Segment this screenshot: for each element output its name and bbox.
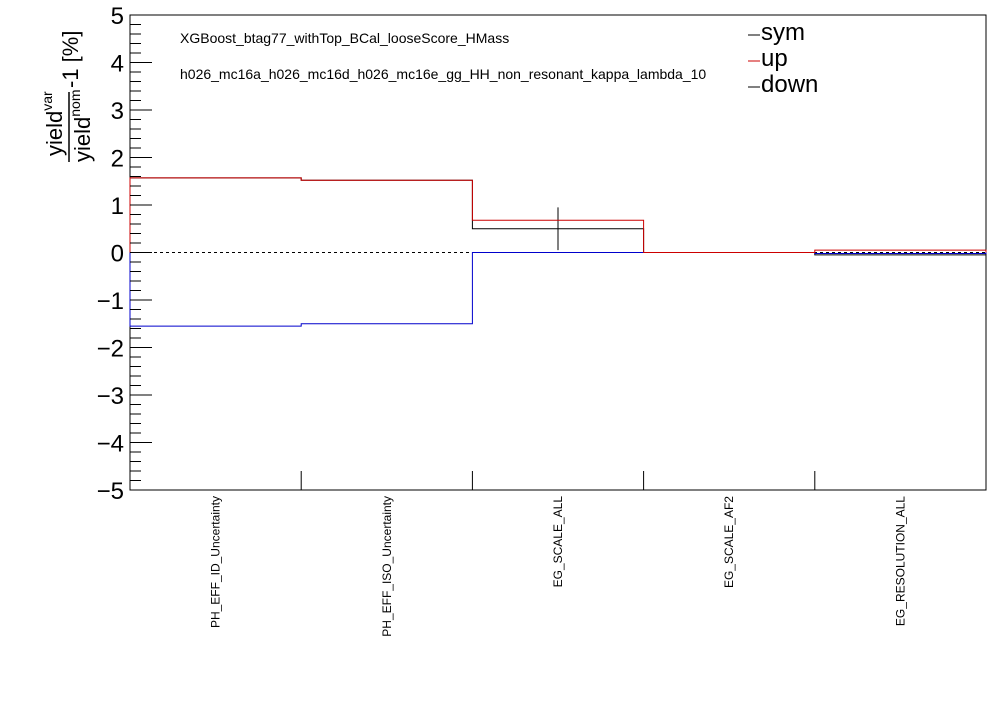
x-category-label: PH_EFF_ID_Uncertainty bbox=[209, 496, 223, 628]
x-category-label: PH_EFF_ISO_Uncertainty bbox=[380, 496, 394, 637]
legend-label-down: down bbox=[761, 71, 818, 98]
y-tick-label: 3 bbox=[111, 98, 124, 125]
x-category-label: EG_RESOLUTION_ALL bbox=[893, 496, 907, 626]
y-tick-label: 1 bbox=[111, 193, 124, 220]
x-category-label: EG_SCALE_ALL bbox=[551, 496, 565, 588]
y-label-num-sup: var bbox=[39, 91, 55, 111]
y-tick-label: −4 bbox=[97, 431, 124, 458]
legend: sym up down bbox=[748, 19, 818, 98]
y-axis-label: yieldvar yieldnom -1 [%] bbox=[39, 31, 95, 162]
y-tick-label: −3 bbox=[97, 383, 124, 410]
y-tick-label: 2 bbox=[111, 146, 124, 173]
y-axis: −5 −4 −3 −2 −1 0 1 2 3 4 5 bbox=[97, 3, 152, 505]
chart-subtitle: h026_mc16a_h026_mc16d_h026_mc16e_gg_HH_n… bbox=[180, 66, 706, 82]
y-tick-label: −2 bbox=[97, 336, 124, 363]
series-up-line bbox=[129, 177, 987, 253]
y-tick-label: −1 bbox=[97, 288, 124, 315]
y-label-numerator: yieldvar bbox=[39, 91, 67, 156]
y-label-num-base: yield bbox=[42, 111, 67, 156]
legend-label-sym: sym bbox=[761, 19, 805, 46]
series-down-line bbox=[129, 252, 987, 327]
y-label-denominator: yieldnom bbox=[67, 90, 95, 162]
legend-label-up: up bbox=[761, 45, 788, 72]
series-layer bbox=[129, 177, 987, 327]
y-tick-label: 5 bbox=[111, 3, 124, 30]
chart-title: XGBoost_btag77_withTop_BCal_looseScore_H… bbox=[180, 30, 509, 46]
x-axis: PH_EFF_ID_Uncertainty PH_EFF_ISO_Uncertai… bbox=[209, 471, 907, 637]
y-label-suffix: -1 [%] bbox=[58, 31, 83, 88]
y-tick-label: 0 bbox=[111, 241, 124, 268]
y-tick-label: −5 bbox=[97, 478, 124, 505]
y-label-den-base: yield bbox=[70, 117, 95, 162]
x-category-label: EG_SCALE_AF2 bbox=[722, 496, 736, 588]
y-tick-label: 4 bbox=[111, 51, 124, 78]
y-label-den-sup: nom bbox=[67, 90, 83, 117]
